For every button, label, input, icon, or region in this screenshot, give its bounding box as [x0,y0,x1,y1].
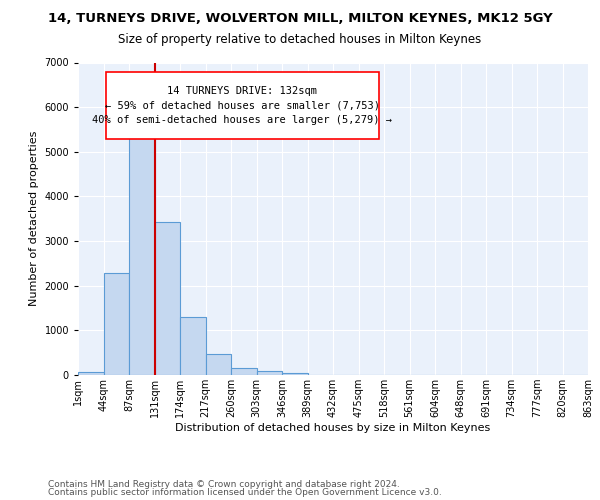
X-axis label: Distribution of detached houses by size in Milton Keynes: Distribution of detached houses by size … [175,423,491,433]
Bar [104,273,129,375]
Text: 14, TURNEYS DRIVE, WOLVERTON MILL, MILTON KEYNES, MK12 5GY: 14, TURNEYS DRIVE, WOLVERTON MILL, MILTO… [47,12,553,26]
Bar [180,316,205,375]
Bar [155,222,180,375]
Bar [257,371,282,375]
Text: Size of property relative to detached houses in Milton Keynes: Size of property relative to detached ho… [118,32,482,46]
Bar [129,130,155,375]
Y-axis label: Number of detached properties: Number of detached properties [29,131,39,306]
Bar [231,368,257,375]
Text: Contains public sector information licensed under the Open Government Licence v3: Contains public sector information licen… [48,488,442,497]
Bar [282,372,308,375]
Text: 14 TURNEYS DRIVE: 132sqm
← 59% of detached houses are smaller (7,753)
40% of sem: 14 TURNEYS DRIVE: 132sqm ← 59% of detach… [92,86,392,126]
Bar [78,372,104,375]
Text: Contains HM Land Registry data © Crown copyright and database right 2024.: Contains HM Land Registry data © Crown c… [48,480,400,489]
Bar [205,354,231,375]
FancyBboxPatch shape [106,72,379,139]
